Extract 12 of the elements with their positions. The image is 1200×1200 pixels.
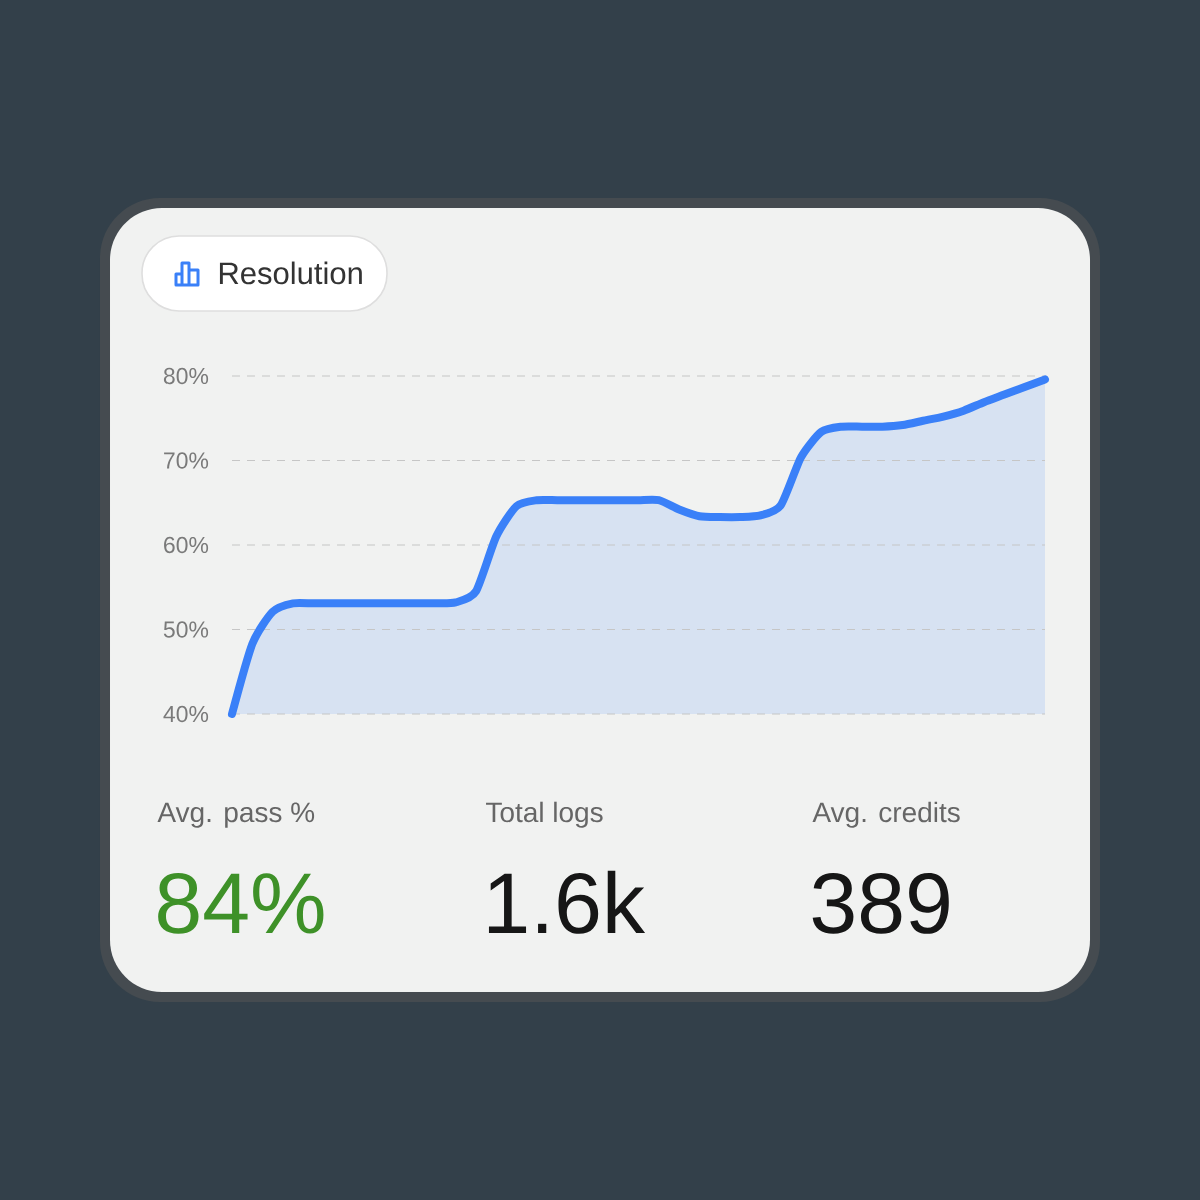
text: 1.6k [488, 870, 646, 934]
text: 84% [158, 872, 324, 934]
y-tick-label: 40% [163, 705, 209, 723]
text: Total logs [486, 801, 603, 828]
y-tick-label: 80% [163, 367, 209, 385]
text: Avg. credits [812, 801, 960, 828]
y-tick-label: 50% [163, 621, 209, 638]
text: Avg. pass % [157, 802, 315, 828]
text: 389 [812, 872, 949, 934]
y-tick-label: 70% [164, 452, 209, 469]
y-tick-label: 60% [164, 536, 209, 554]
chart-title: Resolution [219, 261, 362, 285]
